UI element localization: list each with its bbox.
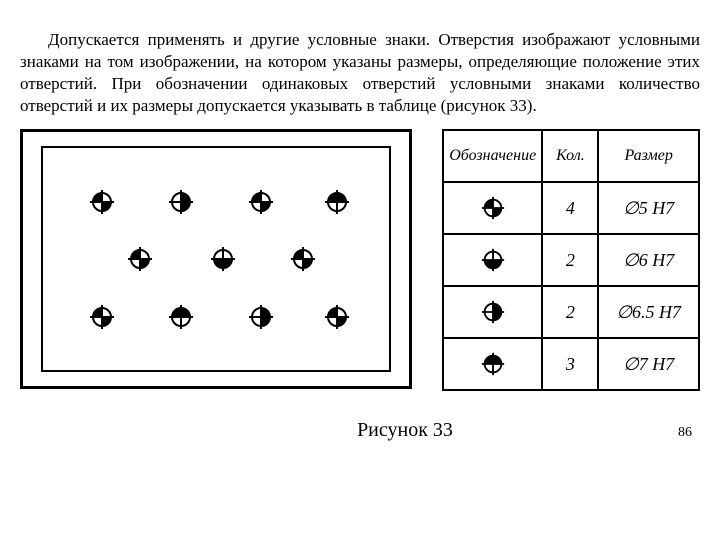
cell-size: ∅5 H7 bbox=[598, 182, 699, 234]
hole-symbol bbox=[88, 303, 116, 331]
hole-symbol bbox=[167, 303, 195, 331]
figure-caption: Рисунок 33 bbox=[28, 419, 632, 442]
cell-symbol bbox=[443, 182, 542, 234]
hole-symbol-icon bbox=[480, 299, 506, 325]
hole-symbol-icon bbox=[480, 195, 506, 221]
table-row: 4∅5 H7 bbox=[443, 182, 699, 234]
table-row: 2∅6.5 H7 bbox=[443, 286, 699, 338]
cell-count: 4 bbox=[542, 182, 598, 234]
drawing-frame-outer bbox=[20, 129, 412, 389]
cell-count: 3 bbox=[542, 338, 598, 390]
drawing-frame-inner bbox=[41, 146, 391, 372]
body-paragraph: Допускается применять и другие условные … bbox=[20, 29, 700, 117]
hole-symbol bbox=[167, 188, 195, 216]
caption-row: Рисунок 33 86 bbox=[20, 419, 700, 442]
hole-symbol bbox=[126, 245, 154, 273]
hole-symbol bbox=[247, 188, 275, 216]
cell-symbol bbox=[443, 286, 542, 338]
figure-row: Обозначение Кол. Размер 4∅5 H7 2∅6 H7 2∅… bbox=[20, 129, 700, 391]
cell-count: 2 bbox=[542, 234, 598, 286]
cell-size: ∅6 H7 bbox=[598, 234, 699, 286]
cell-symbol bbox=[443, 234, 542, 286]
cell-count: 2 bbox=[542, 286, 598, 338]
cell-size: ∅6.5 H7 bbox=[598, 286, 699, 338]
hole-symbol bbox=[323, 303, 351, 331]
cell-size: ∅7 H7 bbox=[598, 338, 699, 390]
col-header-size: Размер bbox=[598, 130, 699, 182]
hole-symbol bbox=[247, 303, 275, 331]
table-row: 2∅6 H7 bbox=[443, 234, 699, 286]
hole-symbol bbox=[209, 245, 237, 273]
hole-symbol bbox=[289, 245, 317, 273]
spec-table: Обозначение Кол. Размер 4∅5 H7 2∅6 H7 2∅… bbox=[442, 129, 700, 391]
table-header-row: Обозначение Кол. Размер bbox=[443, 130, 699, 182]
hole-symbol-icon bbox=[480, 247, 506, 273]
table-row: 3∅7 H7 bbox=[443, 338, 699, 390]
col-header-designation: Обозначение bbox=[443, 130, 542, 182]
hole-symbol bbox=[323, 188, 351, 216]
hole-symbol-icon bbox=[480, 351, 506, 377]
col-header-count: Кол. bbox=[542, 130, 598, 182]
cell-symbol bbox=[443, 338, 542, 390]
hole-symbol bbox=[88, 188, 116, 216]
page-number: 86 bbox=[632, 425, 692, 441]
